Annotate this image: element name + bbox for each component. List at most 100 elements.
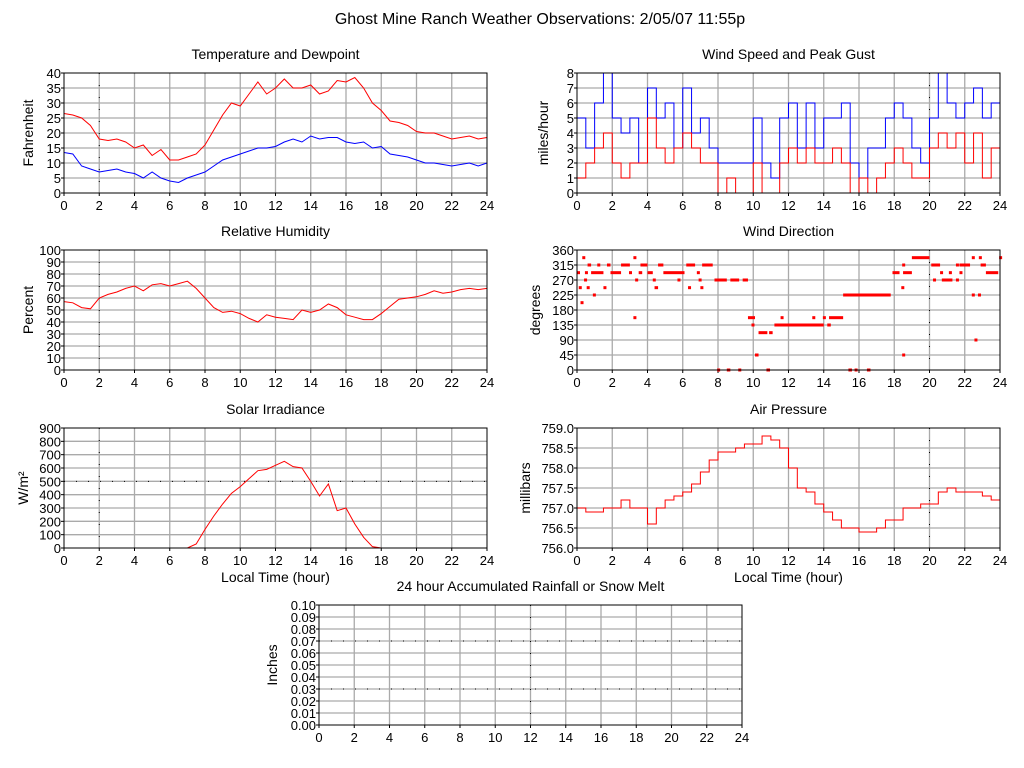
wind-direction-point — [577, 271, 580, 275]
y-tick-label: 0.09 — [291, 610, 316, 625]
chart-title: Wind Direction — [743, 223, 834, 239]
wind-direction-point — [592, 293, 596, 297]
y-tick-label: 315 — [552, 258, 574, 273]
y-tick-label: 300 — [39, 501, 61, 516]
y-tick-label: 8 — [567, 66, 574, 81]
wind-direction-point — [755, 353, 759, 357]
wind-direction-point — [597, 263, 601, 267]
wind-direction-point — [584, 271, 588, 275]
y-tick-label: 0 — [54, 186, 61, 201]
y-tick-label: 40 — [47, 66, 61, 81]
y-tick-label: 3 — [567, 141, 574, 156]
x-tick-label: 10 — [233, 553, 247, 568]
series-line-1 — [577, 117, 1001, 194]
y-tick-label: 0.08 — [291, 622, 316, 637]
wind-direction-point — [714, 278, 727, 282]
x-tick-label: 18 — [629, 730, 643, 745]
y-axis-label: Percent — [20, 286, 36, 334]
wind-direction-point — [974, 338, 978, 342]
wind-direction-point — [955, 278, 959, 282]
y-tick-label: 756.5 — [541, 521, 574, 536]
rainfall-chart: 0 2 4 6 8 10 12 14 16 18 20 22 240.000.010.020.030.0… — [264, 578, 749, 745]
x-tick-label: 8 — [714, 198, 721, 213]
wind-direction-point — [591, 271, 604, 275]
y-axis-label: miles/hour — [535, 100, 551, 165]
wind-direction-point — [663, 271, 685, 275]
wind-direction-point — [751, 323, 755, 327]
x-tick-label: 14 — [817, 198, 831, 213]
y-tick-label: 1 — [567, 171, 574, 186]
wind-direction-point — [959, 271, 963, 275]
x-tick-label: 22 — [958, 198, 972, 213]
wind-direction-point — [702, 263, 713, 267]
wind-direction-point — [902, 263, 906, 267]
x-tick-label: 20 — [409, 198, 423, 213]
x-tick-label: 4 — [131, 375, 138, 390]
wind-direction-point — [971, 256, 975, 260]
wind-direction-point — [758, 331, 768, 335]
y-tick-label: 800 — [39, 434, 61, 449]
wind-direction-point — [587, 263, 592, 267]
x-tick-label: 8 — [714, 375, 721, 390]
x-tick-label: 18 — [374, 553, 388, 568]
x-tick-label: 4 — [131, 553, 138, 568]
chart-title: Temperature and Dewpoint — [191, 46, 359, 62]
wind-direction-point — [658, 263, 664, 267]
y-tick-label: 100 — [39, 528, 61, 543]
y-tick-label: 757.0 — [541, 501, 574, 516]
x-tick-label: 0 — [573, 198, 580, 213]
x-tick-label: 0 — [60, 198, 67, 213]
x-tick-label: 10 — [488, 730, 502, 745]
x-tick-label: 20 — [922, 198, 936, 213]
wind-direction-point — [688, 286, 692, 290]
wind-direction-point — [700, 286, 704, 290]
y-tick-label: 5 — [567, 111, 574, 126]
y-tick-label: 360 — [552, 243, 574, 258]
y-tick-label: 7 — [567, 81, 574, 96]
wind-direction-point — [948, 271, 952, 275]
y-tick-label: 225 — [552, 288, 574, 303]
x-tick-label: 6 — [679, 553, 686, 568]
x-tick-label: 12 — [781, 198, 795, 213]
x-tick-label: 10 — [233, 198, 247, 213]
y-tick-label: 4 — [567, 126, 574, 141]
wind-direction-point — [578, 286, 582, 290]
x-tick-label: 22 — [700, 730, 714, 745]
wind-direction-point — [621, 263, 630, 267]
wind-direction-point — [686, 263, 696, 267]
x-tick-label: 10 — [746, 375, 760, 390]
wind-direction-point — [633, 256, 637, 260]
wind-direction-point — [769, 331, 773, 335]
y-tick-label: 900 — [39, 421, 61, 436]
wind-direction-point — [584, 278, 588, 282]
y-tick-label: 0 — [567, 363, 574, 378]
y-tick-label: 0.02 — [291, 694, 316, 709]
x-tick-label: 16 — [852, 198, 866, 213]
x-tick-label: 8 — [201, 553, 208, 568]
wind-direction-point — [696, 271, 700, 275]
plot-border — [576, 427, 1001, 549]
plot-border — [63, 249, 488, 371]
x-tick-label: 24 — [993, 553, 1007, 568]
y-tick-label: 100 — [39, 243, 61, 258]
x-tick-label: 18 — [374, 375, 388, 390]
y-tick-label: 756.0 — [541, 541, 574, 556]
x-tick-label: 10 — [233, 375, 247, 390]
y-tick-label: 5 — [54, 171, 61, 186]
y-tick-label: 400 — [39, 488, 61, 503]
x-tick-label: 2 — [96, 198, 103, 213]
wind-direction-point — [911, 256, 930, 260]
wind-direction-point — [940, 271, 944, 275]
wind-direction-point — [902, 353, 906, 357]
y-tick-label: 60 — [47, 291, 61, 306]
x-tick-label: 16 — [852, 553, 866, 568]
y-tick-label: 0.01 — [291, 706, 316, 721]
wind-direction-point — [654, 286, 659, 290]
wind-direction-point — [933, 278, 937, 282]
y-tick-label: 30 — [47, 327, 61, 342]
x-tick-label: 14 — [304, 375, 318, 390]
x-tick-label: 2 — [96, 553, 103, 568]
y-axis-label: Inches — [264, 644, 280, 685]
x-tick-label: 4 — [644, 553, 651, 568]
plot-border — [318, 604, 743, 726]
